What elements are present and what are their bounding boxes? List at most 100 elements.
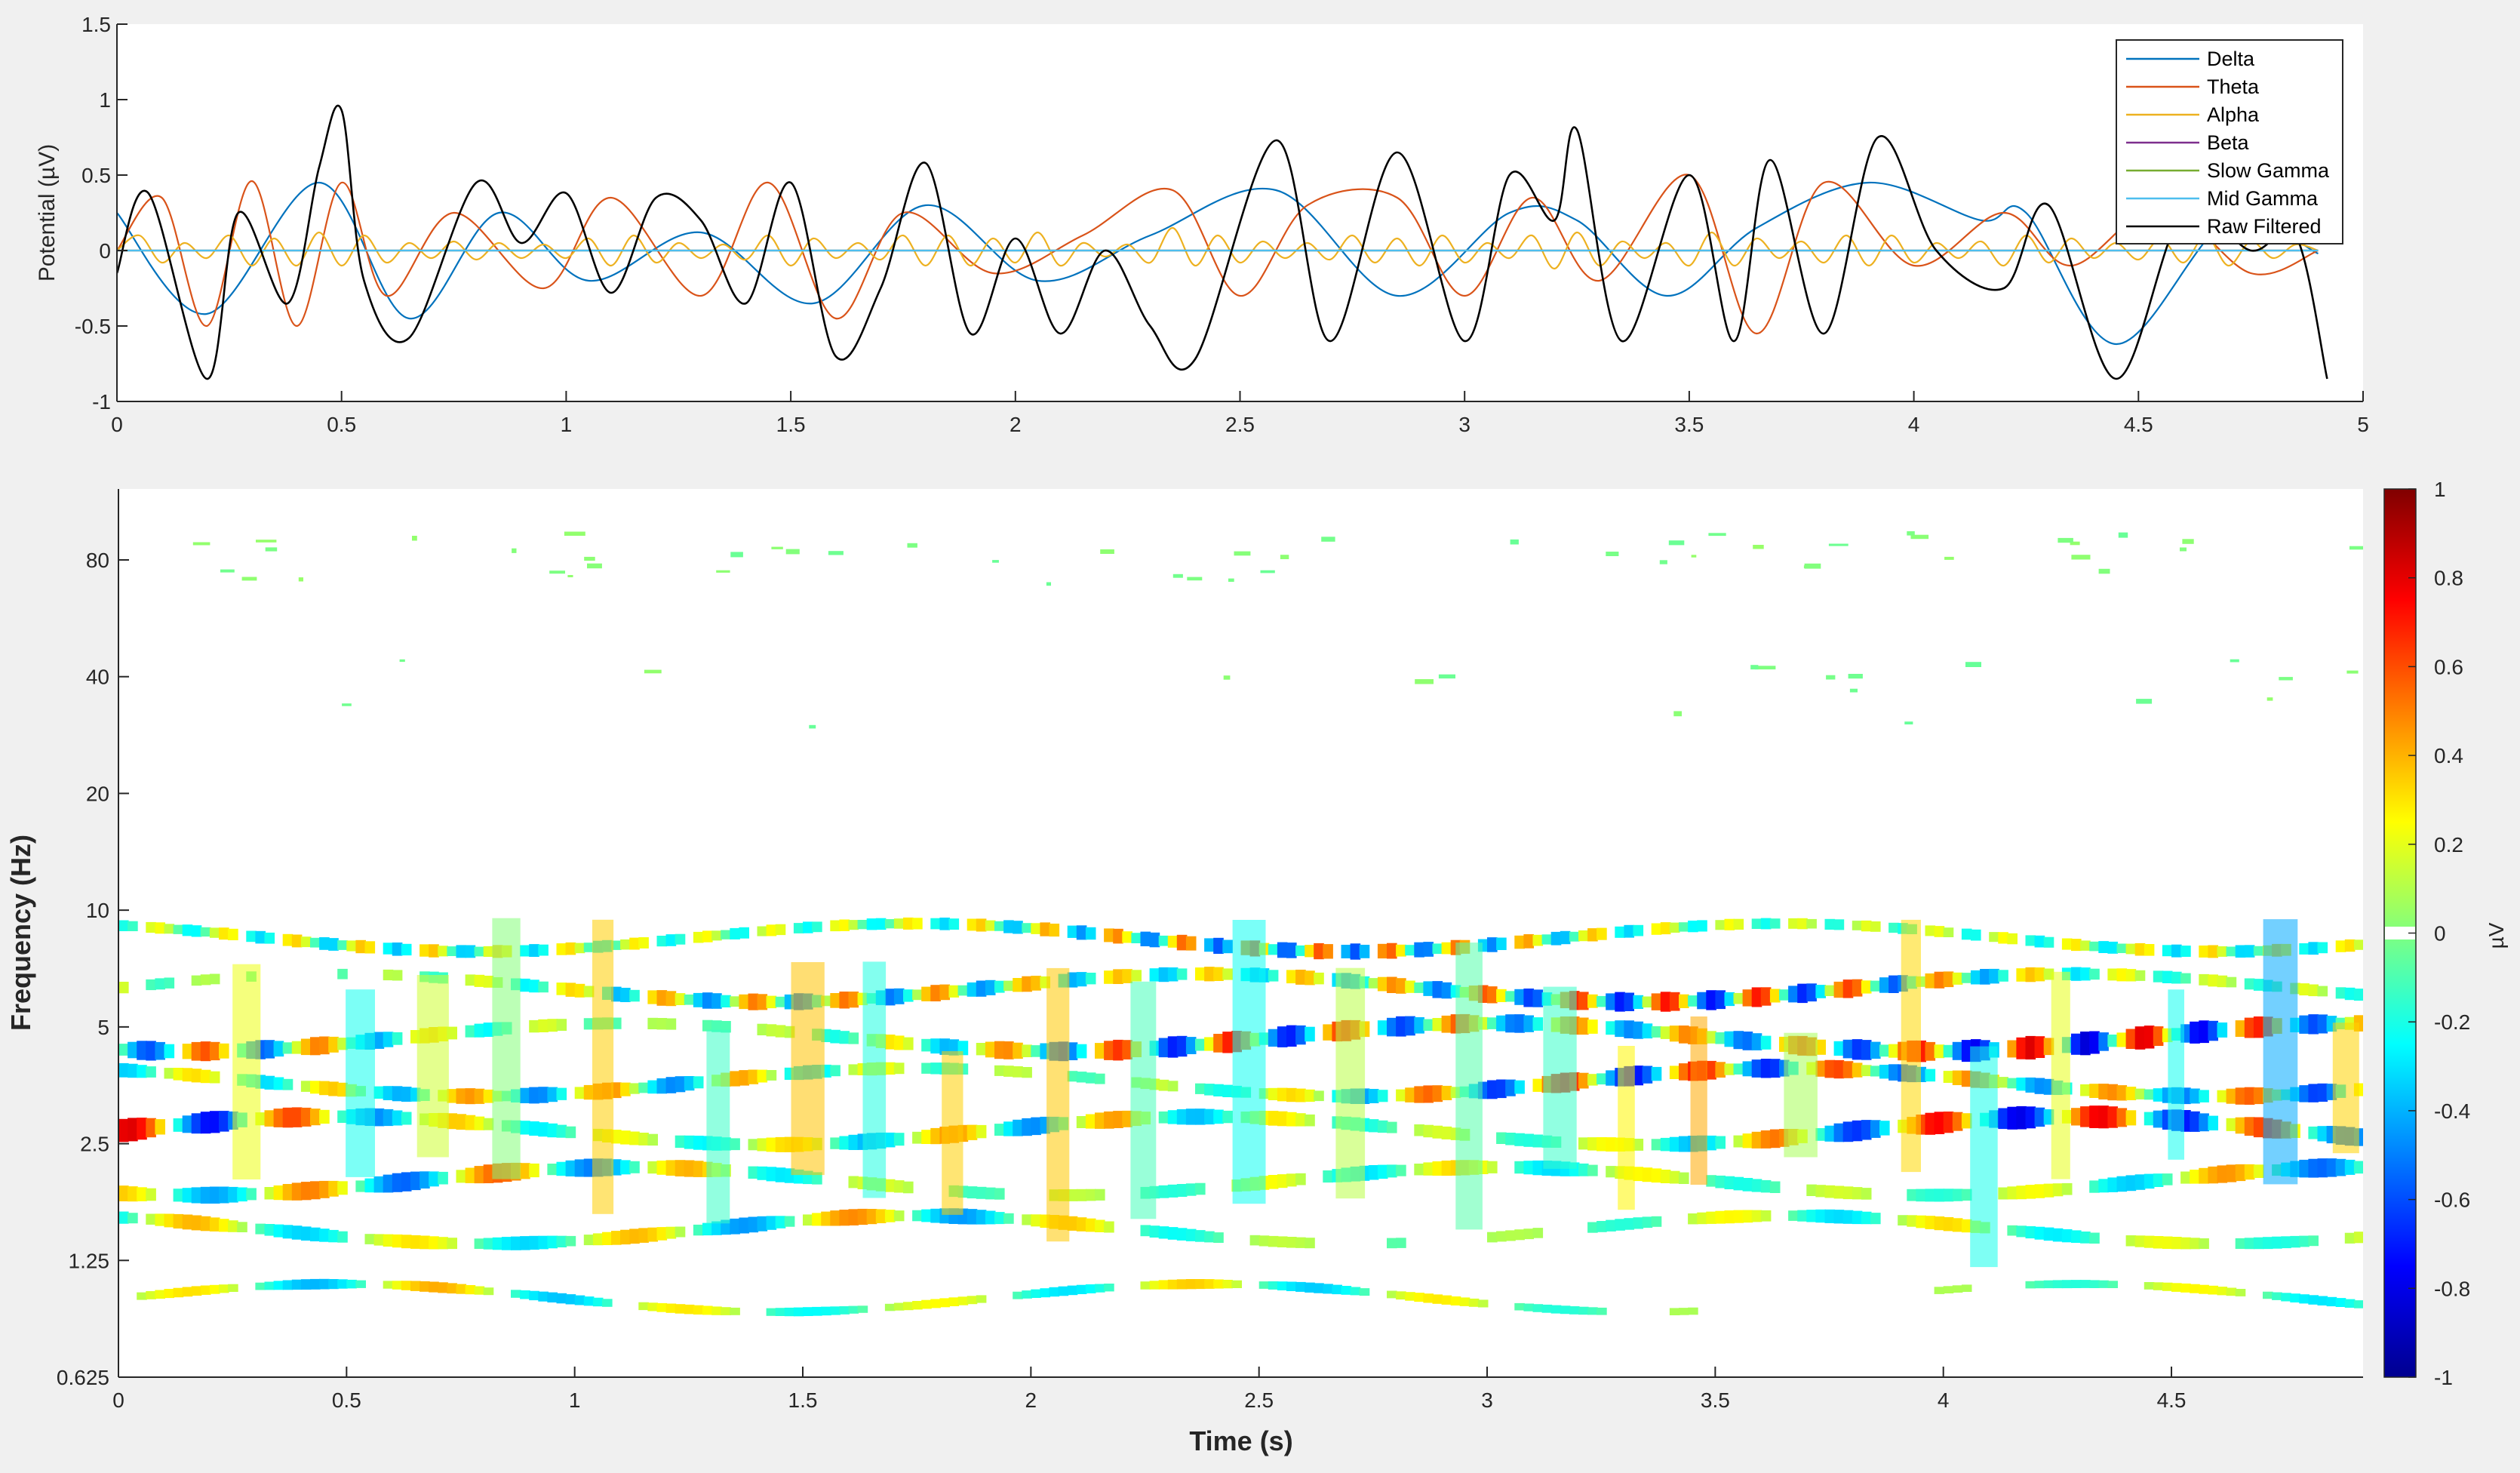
heatmap-cell: [1505, 991, 1516, 1002]
heatmap-cell: [1277, 1026, 1288, 1047]
heatmap-cell: [611, 1130, 622, 1144]
heatmap-cell: [2144, 1235, 2155, 1248]
heatmap-cell: [2180, 547, 2187, 552]
heatmap-cell: [1140, 1281, 1151, 1290]
heatmap-cell: [1952, 1070, 1963, 1085]
heatmap-cell: [1104, 1221, 1114, 1233]
heatmap-cell: [2070, 541, 2080, 546]
heatmap-cell: [191, 1187, 202, 1204]
heatmap-cell: [1842, 1186, 1854, 1200]
heatmap-cell: [118, 920, 129, 931]
heatmap-cell: [1477, 1299, 1489, 1308]
heatmap-cell: [1223, 675, 1231, 680]
heatmap-cell: [1158, 1226, 1169, 1239]
heatmap-cell: [1195, 1083, 1206, 1094]
heatmap-cell: [164, 1289, 175, 1299]
heatmap-cell: [556, 1019, 567, 1031]
heatmap-cell: [342, 703, 352, 706]
heatmap-cell: [2235, 1238, 2246, 1249]
heatmap-cell: [2199, 1284, 2209, 1294]
heatmap-cell: [2244, 1164, 2255, 1180]
heatmap-cell: [556, 943, 567, 955]
heatmap-cell: [2235, 1164, 2246, 1182]
heatmap-cell: [739, 927, 749, 939]
heatmap-cell: [146, 1213, 156, 1225]
colorbar-tick-label: 0.8: [2434, 567, 2463, 590]
heatmap-cell: [465, 974, 476, 986]
heatmap-cell: [1231, 1280, 1242, 1288]
heatmap-cell: [620, 1229, 631, 1245]
heatmap-cell: [1396, 978, 1406, 994]
heatmap-cell: [1222, 1032, 1233, 1053]
heatmap-cell: [2034, 1226, 2045, 1240]
heatmap-cell: [556, 1124, 567, 1138]
heatmap-cell: [1195, 1182, 1206, 1195]
heatmap-cell: [2144, 1112, 2155, 1126]
heatmap-cell: [1022, 1044, 1032, 1057]
heatmap-cell: [1158, 1038, 1169, 1058]
heatmap-cell: [1633, 1066, 1644, 1086]
heatmap-cell: [538, 944, 549, 956]
heatmap-cell: [1414, 1086, 1424, 1103]
heatmap-cell: [1158, 1185, 1169, 1198]
heatmap-cell: [893, 1180, 905, 1193]
heatmap-cell: [228, 928, 238, 940]
heatmap-cell: [2153, 1088, 2164, 1102]
heatmap-cell: [629, 1131, 640, 1145]
heatmap-cell: [1733, 1176, 1744, 1191]
heatmap-cell: [1423, 981, 1434, 996]
heatmap-cell: [192, 542, 211, 546]
heatmap-cell: [1642, 1216, 1653, 1229]
heatmap-cell: [337, 1181, 348, 1195]
heatmap-cell: [857, 1305, 868, 1313]
heatmap-cell: [1569, 931, 1580, 942]
heatmap-y-tick-label: 20: [86, 782, 109, 805]
heatmap-cell: [2244, 1087, 2255, 1105]
heatmap-cell: [465, 1115, 476, 1130]
heatmap-cell: [1925, 1216, 1936, 1229]
heatmap-cell: [939, 1038, 950, 1055]
heatmap-cell: [465, 945, 476, 958]
heatmap-cell: [520, 1163, 530, 1179]
heatmap-cell: [128, 1041, 138, 1059]
heatmap-cell: [2162, 1236, 2173, 1249]
heatmap-cell: [985, 1041, 996, 1058]
heatmap-cell: [2016, 1225, 2027, 1238]
heatmap-cell: [1076, 925, 1087, 940]
heatmap-cell: [273, 1077, 284, 1090]
heatmap-cell: [1013, 921, 1023, 934]
heatmap-cell: [884, 1132, 896, 1148]
heatmap-cell: [757, 1216, 768, 1232]
heatmap-cell: [1022, 976, 1032, 992]
heatmap-cell: [173, 1189, 184, 1202]
heatmap-x-ticks: 0 0.5 1 1.5 2 2.5 3 3.5 4 4.5: [112, 1367, 2187, 1412]
heatmap-cell: [1040, 1288, 1050, 1298]
heatmap-cell: [583, 1158, 595, 1177]
heatmap-cell: [803, 1307, 813, 1316]
heatmap-cell: [1280, 555, 1289, 559]
heatmap-cell: [2226, 1088, 2237, 1104]
heatmap-cell: [757, 1023, 768, 1035]
heatmap-cell: [2136, 699, 2153, 704]
heatmap-cell: [693, 1161, 704, 1177]
heatmap-cell: [583, 1235, 595, 1246]
heatmap-cell: [1305, 1089, 1315, 1102]
heatmap-cell: [2199, 1238, 2209, 1249]
heatmap-cell: [1228, 578, 1234, 582]
heatmap-cell: [155, 978, 165, 990]
heatmap-cell: [1624, 1020, 1634, 1038]
heatmap-cell: [976, 1124, 987, 1139]
colorbar-tick-label: -1: [2434, 1366, 2453, 1389]
heatmap-cell: [1058, 1286, 1069, 1296]
heatmap-cell: [812, 921, 822, 933]
heatmap-cell: [766, 1024, 777, 1037]
heatmap-cell: [1013, 1119, 1023, 1136]
heatmap-cell: [520, 1236, 530, 1250]
heatmap-cell: [2034, 967, 2045, 982]
heatmap-cell: [2244, 1017, 2255, 1038]
heatmap-cell: [2153, 1110, 2164, 1128]
heatmap-cell: [2199, 1167, 2209, 1184]
heatmap-cell: [1213, 1232, 1224, 1243]
heatmap-cell: [2052, 1280, 2064, 1289]
heatmap-cell: [182, 1287, 193, 1297]
